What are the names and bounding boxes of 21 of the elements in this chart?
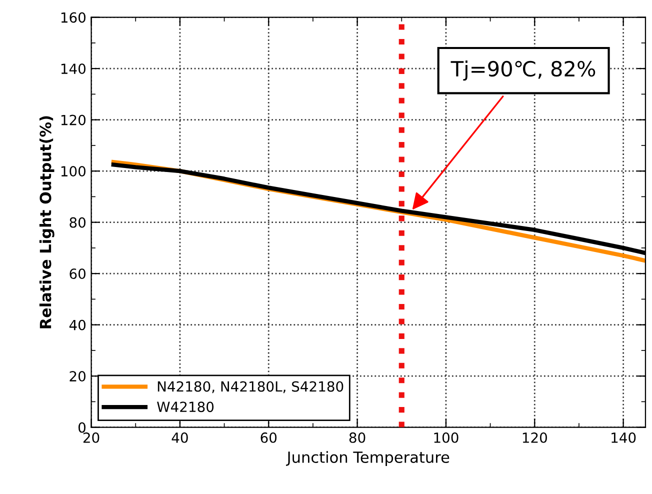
- x-tick-label: 120: [522, 432, 547, 443]
- y-tick-label: 120: [61, 114, 86, 126]
- x-tick-label: 140: [612, 432, 636, 443]
- y-axis-title: Relative Light Output(%): [39, 116, 54, 328]
- y-tick-label: 160: [61, 12, 86, 23]
- x-tick-label: 40: [172, 432, 188, 443]
- y-tick-label: 40: [69, 320, 86, 330]
- x-tick-label: 100: [434, 432, 458, 443]
- y-tick-label: 60: [70, 268, 86, 280]
- y-tick-label: 140: [61, 64, 86, 74]
- y-tick-label: 100: [61, 166, 86, 177]
- legend-label: N42180, N42180L, S42180: [158, 381, 344, 394]
- x-tick-label: 80: [349, 432, 366, 443]
- y-tick-label: 20: [70, 371, 86, 382]
- annotation: Tj=90℃, 82%: [450, 60, 596, 81]
- x-tick-label: 20: [83, 432, 100, 443]
- x-tick-label: 60: [260, 432, 277, 443]
- y-tick-label: 0: [78, 422, 86, 433]
- legend-label: W42180: [157, 402, 214, 412]
- x-axis-title: Junction Temperature: [286, 451, 450, 466]
- y-tick-label: 80: [70, 217, 86, 228]
